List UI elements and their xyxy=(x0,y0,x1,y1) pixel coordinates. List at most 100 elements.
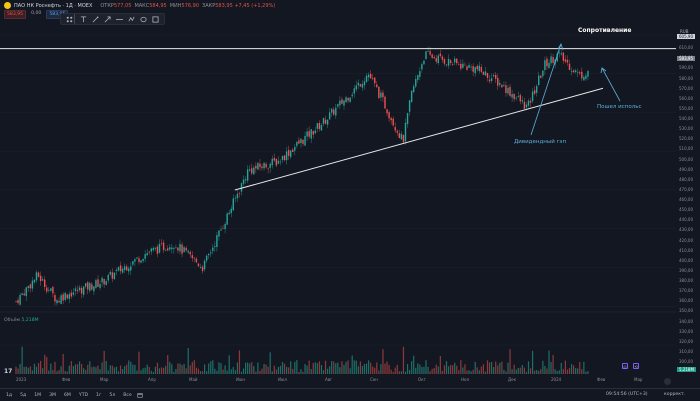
candle-body xyxy=(121,268,124,273)
resistance-annotation[interactable]: Сопротивление xyxy=(578,27,632,34)
volume-bar xyxy=(415,367,417,374)
range-button[interactable]: 6М xyxy=(64,392,71,398)
candle-body xyxy=(425,51,427,60)
cursor-icon[interactable] xyxy=(64,14,75,24)
price-tick: 430,00 xyxy=(679,227,693,233)
brush-icon[interactable] xyxy=(90,14,101,24)
sell-button[interactable]: 583,95 xyxy=(4,10,27,19)
candle-body xyxy=(119,265,122,272)
range-button[interactable]: Все xyxy=(123,392,132,398)
range-button[interactable]: 5л xyxy=(109,392,116,398)
dividend-gap-arrow[interactable] xyxy=(530,43,562,136)
candle-body xyxy=(142,258,144,262)
bottom-toolbar: 1д 5д 1М 3М 6М YTD 1г 5л Все 09:54:56 (UTC+3) кор… xyxy=(0,388,700,401)
candle-body xyxy=(287,149,290,156)
candle-body xyxy=(283,155,286,161)
volume-legend[interactable]: Объём 5,218M xyxy=(4,318,39,323)
candle-body xyxy=(68,294,70,299)
gear-icon[interactable] xyxy=(664,378,671,385)
candle-body xyxy=(365,75,368,82)
volume-bar xyxy=(509,349,511,374)
volume-value: 5,218M xyxy=(21,318,39,323)
candle-body xyxy=(240,183,243,192)
range-button[interactable]: 1М xyxy=(34,392,42,398)
volume-bar xyxy=(275,369,277,374)
volume-bar xyxy=(443,365,446,374)
candle-body xyxy=(126,266,128,271)
volume-bar xyxy=(101,362,103,374)
clock[interactable]: 09:54:56 (UTC+3) xyxy=(606,392,648,397)
hline-icon[interactable] xyxy=(114,14,125,24)
volume-bar xyxy=(185,368,187,374)
range-button[interactable]: 3М xyxy=(49,392,56,398)
volume-bar xyxy=(163,367,165,374)
volume-bar xyxy=(579,362,581,374)
candle-body xyxy=(570,71,573,72)
candle-body xyxy=(427,51,429,52)
candle-body xyxy=(226,213,228,225)
ohlc-value: 583,95 +7,45 (+1,29%) xyxy=(215,2,276,9)
time-tick: Ноя xyxy=(461,377,469,382)
went-upward-annotation[interactable]: Пошел испольс xyxy=(597,104,642,110)
alert-icon[interactable]: ◎ xyxy=(622,363,628,369)
volume-bar xyxy=(42,368,44,374)
candle-body xyxy=(480,66,483,72)
volume-bar xyxy=(15,366,17,374)
candle-body xyxy=(410,90,413,102)
symbol-name[interactable]: ПАО НК Роснефть · 1Д · MOEX xyxy=(14,2,93,9)
candle-body xyxy=(136,257,138,259)
volume-bar xyxy=(441,370,443,374)
price-tick: 520,00 xyxy=(679,136,693,142)
candle-body xyxy=(160,243,163,244)
candle-body xyxy=(89,283,91,291)
replay-icon[interactable]: ⟲ xyxy=(633,363,639,369)
volume-bar xyxy=(429,371,431,374)
went-upward-arrow[interactable] xyxy=(601,67,621,102)
support-trendline[interactable] xyxy=(234,87,604,191)
path-icon[interactable] xyxy=(126,14,137,24)
candle-body xyxy=(273,157,275,161)
price-axis[interactable]: 620,00610,00600,00590,00580,00570,00560,… xyxy=(676,26,700,371)
volume-bar xyxy=(583,361,585,374)
candle-body xyxy=(19,294,21,305)
text-icon[interactable] xyxy=(78,14,89,24)
candle-body xyxy=(164,250,167,251)
volume-bar xyxy=(486,360,489,374)
candle-body xyxy=(544,60,546,71)
range-button[interactable]: 1д xyxy=(6,392,13,398)
range-button[interactable]: 5д xyxy=(20,392,27,398)
volume-bar xyxy=(355,360,357,374)
tradingview-logo[interactable]: 17 xyxy=(4,368,13,375)
volume-bar xyxy=(357,366,359,374)
volume-bar xyxy=(341,361,343,374)
volume-bar xyxy=(417,363,419,374)
rectangle-icon[interactable] xyxy=(150,14,161,24)
candle-body xyxy=(62,294,64,301)
time-axis[interactable]: 2023 Фев Мар Апр Май Июн Июл Авг Сен Окт Ноя Дек 202… xyxy=(0,376,676,386)
candle-body xyxy=(476,65,478,70)
adjustment-toggle[interactable]: коррект. xyxy=(664,392,686,397)
dividend-gap-annotation[interactable]: Дивидендный гэп xyxy=(514,139,567,145)
volume-bar xyxy=(353,360,355,374)
volume-bar xyxy=(298,371,300,374)
volume-bar xyxy=(130,361,132,374)
candle-body xyxy=(41,279,44,281)
price-tick: 320,00 xyxy=(679,338,693,344)
range-button[interactable]: 1г xyxy=(96,392,102,398)
candle-body xyxy=(269,163,271,168)
volume-bar xyxy=(560,362,562,374)
candle-body xyxy=(76,290,79,292)
candle-body xyxy=(406,113,409,125)
volume-bar xyxy=(339,367,341,374)
volume-bar xyxy=(310,369,312,374)
calendar-icon[interactable] xyxy=(137,392,143,398)
arrow-icon[interactable] xyxy=(102,14,113,24)
ellipse-icon[interactable] xyxy=(138,14,149,24)
candle-body xyxy=(249,169,251,171)
range-button[interactable]: YTD xyxy=(78,392,89,398)
currency-label[interactable]: RUB xyxy=(680,29,689,34)
candle-body xyxy=(261,166,263,169)
candle-body xyxy=(415,79,417,87)
candle-body xyxy=(312,131,314,135)
